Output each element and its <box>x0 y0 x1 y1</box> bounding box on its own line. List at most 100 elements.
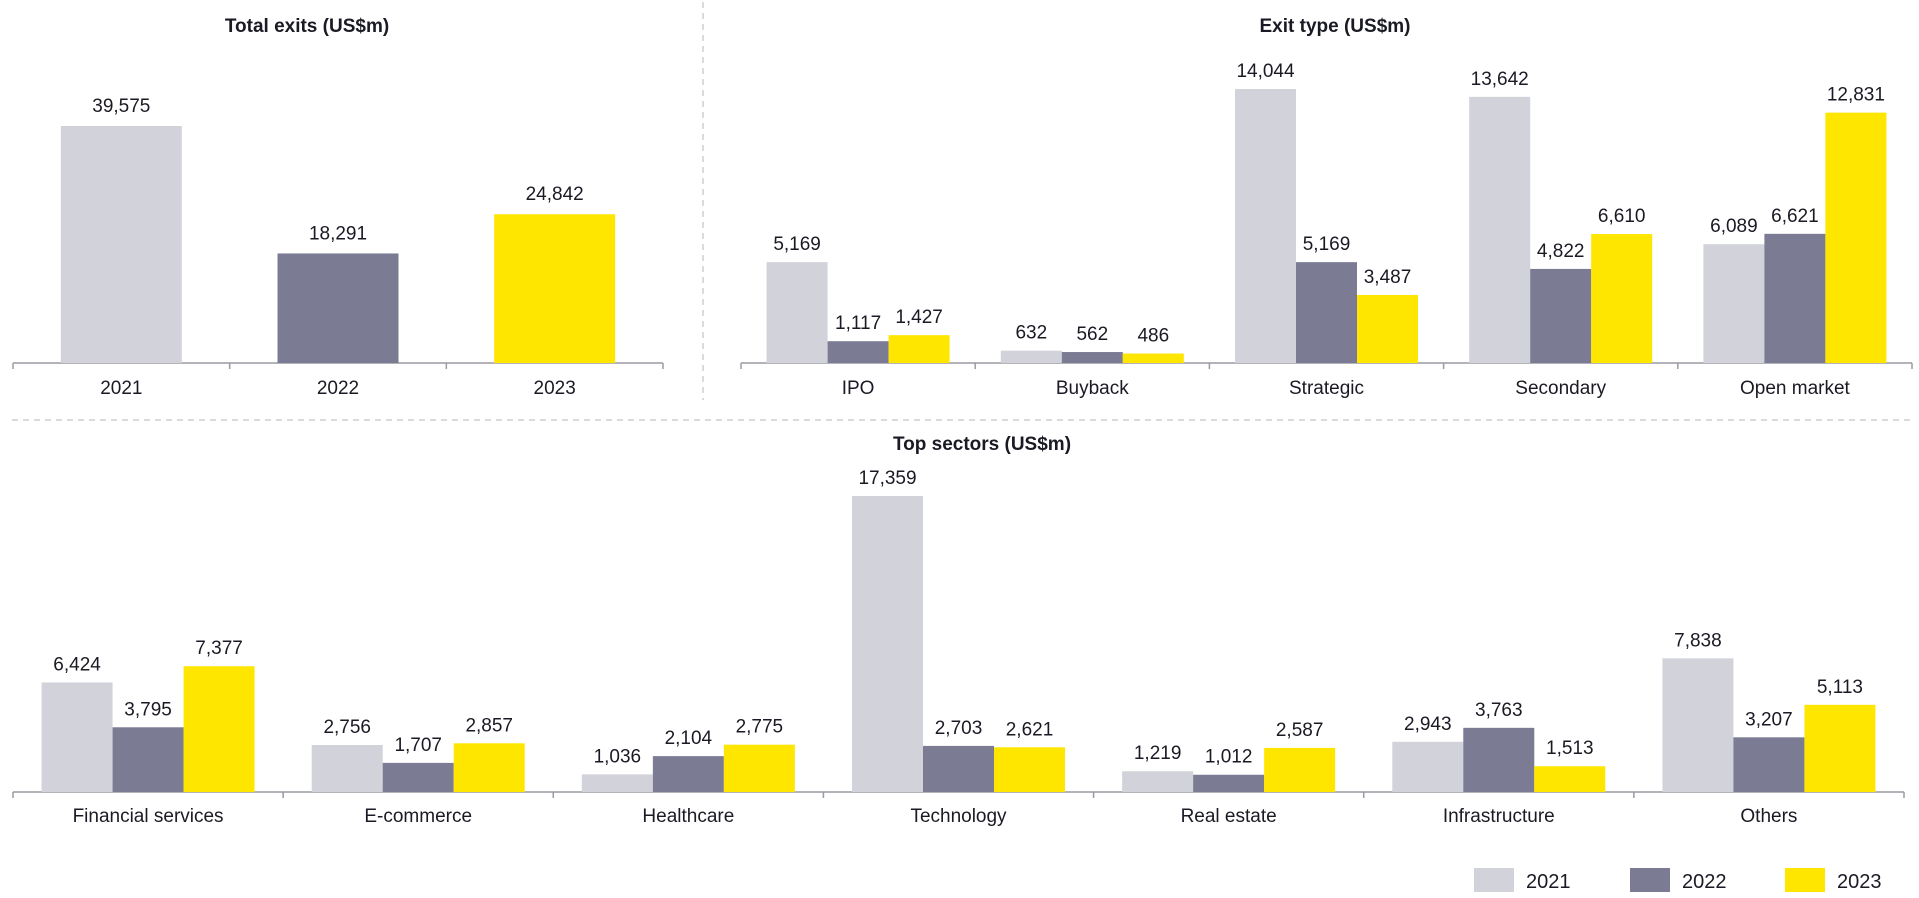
value-label-strategic-2023: 3,487 <box>1364 267 1412 288</box>
value-label-e-commerce-2021: 2,756 <box>323 717 371 738</box>
category-label-strategic: Strategic <box>1289 378 1364 399</box>
bar-strategic-2023 <box>1357 294 1418 363</box>
bar-secondary-2021 <box>1469 96 1531 363</box>
category-label-healthcare: Healthcare <box>642 806 734 827</box>
category-label-infrastructure: Infrastructure <box>1443 806 1555 827</box>
bar-financial-services-2021 <box>41 682 113 792</box>
bar-buyback-2022 <box>1061 352 1123 363</box>
total-exits-chart: Total exits (US$m) 39,575 2021 18,291 2022 2… <box>12 16 664 399</box>
bar-infrastructure-2023 <box>1534 766 1606 792</box>
bar-buyback-2023 <box>1122 353 1184 363</box>
legend-label-2023: 2023 <box>1837 871 1882 893</box>
value-label-others-2023: 5,113 <box>1817 677 1863 698</box>
category-label-secondary: Secondary <box>1515 378 1606 399</box>
bar-infrastructure-2022 <box>1463 727 1535 792</box>
value-label-secondary-2022: 4,822 <box>1537 241 1585 262</box>
value-label-buyback-2021: 632 <box>1015 323 1047 344</box>
bar-infrastructure-2021 <box>1392 741 1464 792</box>
bar-ipo-2022 <box>827 341 889 363</box>
value-label-e-commerce-2023: 2,857 <box>465 715 513 736</box>
exit-type-title: Exit type (US$m) <box>1260 16 1411 37</box>
top-sectors-chart: Top sectors (US$m) 6,424 3,795 7,377 Financ… <box>12 434 1905 827</box>
bar-e-commerce-2021 <box>311 745 383 792</box>
category-label-2022: 2022 <box>317 378 359 399</box>
bar-secondary-2023 <box>1591 234 1653 363</box>
bar-others-2021 <box>1662 658 1734 792</box>
category-label-open-market: Open market <box>1740 378 1851 399</box>
value-label-technology-2022: 2,703 <box>935 718 983 739</box>
value-label-ipo-2022: 1,117 <box>835 313 881 334</box>
bar-technology-2021 <box>852 496 923 792</box>
category-label-2021: 2021 <box>100 378 142 399</box>
value-label-infrastructure-2023: 1,513 <box>1546 738 1594 759</box>
bar-real-estate-2023 <box>1264 747 1336 792</box>
value-label-infrastructure-2022: 3,763 <box>1475 700 1523 721</box>
category-label-technology: Technology <box>910 806 1007 827</box>
value-label-real-estate-2023: 2,587 <box>1276 720 1324 741</box>
bar-technology-2022 <box>923 745 994 792</box>
bar-ipo-2023 <box>888 335 950 363</box>
exit-type-chart: Exit type (US$m) 5,169 1,117 1,427 IPO 632 56… <box>740 16 1913 399</box>
bar-buyback-2021 <box>1000 350 1062 363</box>
total-exits-title: Total exits (US$m) <box>225 16 389 37</box>
bar-others-2023 <box>1804 704 1876 792</box>
top-sectors-title: Top sectors (US$m) <box>893 434 1071 455</box>
bar-open-market-2021 <box>1703 244 1765 363</box>
value-label-infrastructure-2021: 2,943 <box>1404 714 1452 735</box>
value-label-financial-services-2023: 7,377 <box>195 638 243 659</box>
category-label-ipo: IPO <box>842 378 875 399</box>
category-label-others: Others <box>1740 806 1797 827</box>
bar-total-2023 <box>494 214 616 363</box>
value-label-healthcare-2022: 2,104 <box>665 728 713 749</box>
category-label-2023: 2023 <box>534 378 576 399</box>
value-label-others-2021: 7,838 <box>1674 630 1722 651</box>
bar-healthcare-2022 <box>652 756 724 792</box>
value-label-open-market-2023: 12,831 <box>1827 85 1885 106</box>
bar-e-commerce-2023 <box>453 743 525 792</box>
value-label-technology-2021: 17,359 <box>858 468 916 489</box>
bar-strategic-2022 <box>1296 262 1357 363</box>
category-label-buyback: Buyback <box>1056 378 1129 399</box>
legend-label-2022: 2022 <box>1682 871 1727 893</box>
bar-healthcare-2023 <box>723 744 795 792</box>
category-label-e-commerce: E-commerce <box>364 806 472 827</box>
bar-healthcare-2021 <box>581 774 653 792</box>
value-label-secondary-2023: 6,610 <box>1598 206 1646 227</box>
value-label-total-2021: 39,575 <box>92 96 150 117</box>
bar-technology-2023 <box>994 747 1065 792</box>
value-label-technology-2023: 2,621 <box>1006 719 1054 740</box>
value-label-buyback-2023: 486 <box>1137 326 1169 347</box>
value-label-others-2022: 3,207 <box>1745 709 1793 730</box>
value-label-financial-services-2021: 6,424 <box>53 654 101 675</box>
value-label-healthcare-2023: 2,775 <box>736 717 784 738</box>
bar-open-market-2023 <box>1825 112 1887 363</box>
value-label-open-market-2022: 6,621 <box>1771 206 1819 227</box>
bar-total-2021 <box>60 126 182 363</box>
bar-real-estate-2021 <box>1122 771 1194 792</box>
category-label-real-estate: Real estate <box>1181 806 1277 827</box>
value-label-real-estate-2022: 1,012 <box>1205 747 1253 768</box>
value-label-secondary-2021: 13,642 <box>1471 69 1529 90</box>
value-label-healthcare-2021: 1,036 <box>594 746 642 767</box>
value-label-financial-services-2022: 3,795 <box>124 699 172 720</box>
bar-open-market-2022 <box>1764 233 1826 363</box>
bar-ipo-2021 <box>766 262 828 363</box>
legend-swatch-2023 <box>1785 868 1825 892</box>
bar-others-2022 <box>1733 737 1805 792</box>
legend-swatch-2021 <box>1474 868 1514 892</box>
value-label-total-2022: 18,291 <box>309 223 367 244</box>
value-label-ipo-2021: 5,169 <box>773 234 821 255</box>
bar-financial-services-2023 <box>183 666 255 792</box>
bar-total-2022 <box>277 253 399 363</box>
value-label-e-commerce-2022: 1,707 <box>394 735 442 756</box>
value-label-real-estate-2021: 1,219 <box>1134 743 1182 764</box>
value-label-strategic-2022: 5,169 <box>1303 234 1351 255</box>
bar-secondary-2022 <box>1530 268 1592 363</box>
bar-e-commerce-2022 <box>382 762 454 792</box>
legend-label-2021: 2021 <box>1526 871 1571 893</box>
legend-swatch-2022 <box>1630 868 1670 892</box>
category-label-financial-services: Financial services <box>73 806 224 827</box>
bar-real-estate-2022 <box>1193 774 1265 792</box>
bar-financial-services-2022 <box>112 727 184 792</box>
